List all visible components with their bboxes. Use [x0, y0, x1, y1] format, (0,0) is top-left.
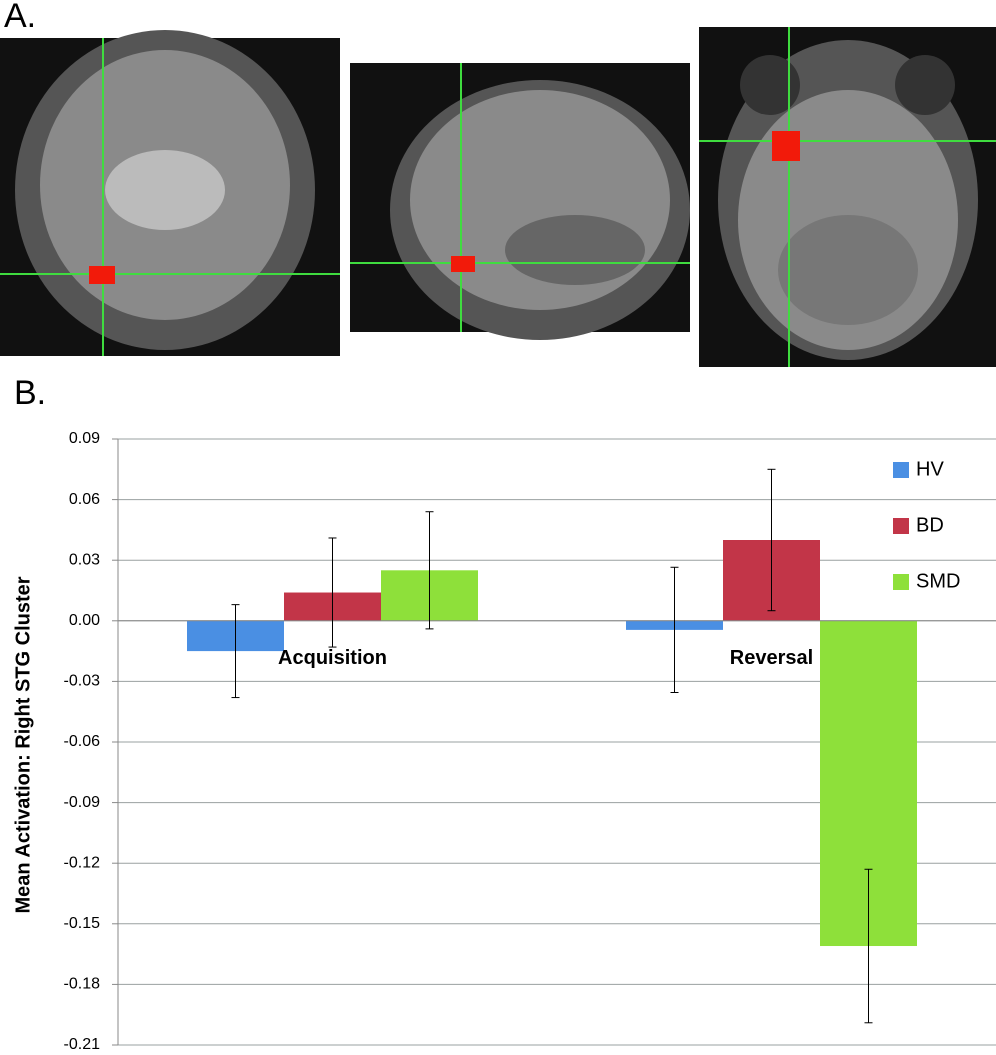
- y-tick-label: 0.03: [69, 551, 100, 568]
- y-tick-label: -0.18: [64, 976, 101, 993]
- panel-label: A.: [4, 0, 36, 35]
- x-tick-label: Acquisition: [278, 647, 387, 669]
- error-bar: [328, 537, 337, 648]
- y-axis-label: Mean Activation: Right STG Cluster: [12, 576, 34, 913]
- error-bar: [425, 511, 434, 630]
- error-bar: [670, 566, 679, 694]
- panel-label: B.: [14, 374, 46, 412]
- y-tick-label: -0.09: [64, 794, 101, 811]
- legend-swatch: [893, 462, 909, 478]
- legend-label: SMD: [916, 570, 960, 592]
- y-tick-label: 0.00: [69, 612, 100, 629]
- x-tick-label: Reversal: [730, 647, 813, 669]
- legend-label: BD: [916, 514, 944, 536]
- legend-swatch: [893, 518, 909, 534]
- y-tick-label: -0.06: [64, 733, 101, 750]
- error-bar: [231, 604, 240, 699]
- y-tick-label: -0.21: [64, 1036, 101, 1050]
- y-tick-label: 0.09: [69, 430, 100, 447]
- y-tick-label: -0.15: [64, 915, 101, 932]
- panel-a-images: [0, 27, 996, 367]
- legend-swatch: [893, 574, 909, 590]
- error-bar: [767, 468, 776, 612]
- error-bar: [864, 868, 873, 1024]
- legend-label: HV: [916, 458, 944, 480]
- y-tick-label: -0.12: [64, 854, 101, 871]
- y-tick-label: 0.06: [69, 491, 100, 508]
- y-tick-label: -0.03: [64, 673, 101, 690]
